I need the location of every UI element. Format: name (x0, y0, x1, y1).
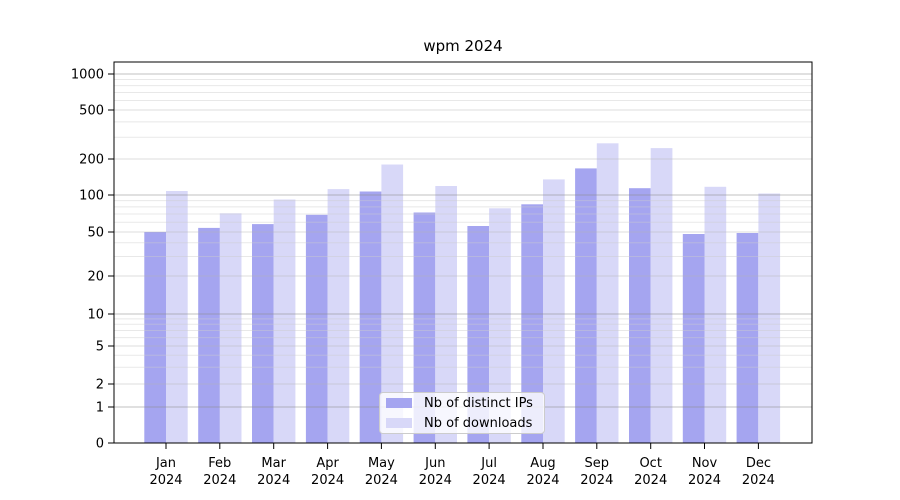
bar-downloads-sep (596, 143, 619, 444)
x-tick-label-year: 2024 (257, 473, 290, 488)
chart-title: wpm 2024 (423, 37, 503, 55)
x-tick-label-year: 2024 (580, 473, 613, 488)
bar-distinct-ips-feb (198, 227, 220, 443)
x-tick-label-year: 2024 (742, 473, 775, 488)
bar-distinct-ips-nov (682, 234, 705, 443)
x-tick-label-year: 2024 (526, 473, 559, 488)
bar-downloads-dec (758, 193, 781, 443)
x-tick-label-month: Mar (261, 456, 286, 471)
x-tick-label-month: Apr (316, 456, 339, 471)
x-tick-label-month: Jan (155, 456, 176, 471)
bar-downloads-aug (543, 179, 565, 443)
y-tick-label: 10 (87, 308, 104, 323)
x-tick-label-month: Nov (692, 456, 718, 471)
legend-swatch-downloads (386, 418, 412, 428)
bar-distinct-ips-oct (629, 188, 651, 443)
y-tick-label: 500 (79, 104, 104, 119)
x-tick-label-month: Sep (585, 456, 610, 471)
bar-distinct-ips-jun (413, 212, 436, 443)
x-tick-label-month: Jul (480, 456, 497, 471)
x-tick-label-year: 2024 (149, 473, 182, 488)
y-tick-label: 200 (79, 153, 104, 168)
y-tick-label: 1 (96, 401, 104, 416)
bar-downloads-mar (273, 199, 296, 443)
legend: Nb of distinct IPs Nb of downloads (379, 392, 545, 434)
x-tick-label-month: Feb (208, 456, 231, 471)
bar-distinct-ips-may (359, 191, 382, 443)
legend-label-downloads: Nb of downloads (424, 415, 533, 431)
x-tick-label-month: Aug (530, 456, 555, 471)
y-tick-label: 5 (96, 340, 104, 355)
bar-distinct-ips-sep (575, 168, 597, 443)
bar-downloads-nov (704, 186, 727, 444)
y-tick-label: 0 (96, 437, 104, 452)
x-tick-label-month: Jun (424, 456, 445, 471)
x-tick-label-month: Dec (746, 456, 771, 471)
x-tick-label-year: 2024 (203, 473, 236, 488)
bar-distinct-ips-mar (252, 224, 274, 443)
bar-distinct-ips-jul (467, 226, 490, 443)
bar-downloads-may (381, 164, 404, 443)
bar-distinct-ips-apr (305, 214, 328, 443)
legend-swatch-distinct-ips (386, 398, 412, 408)
y-tick-label: 1000 (71, 68, 104, 83)
y-tick-label: 100 (79, 189, 104, 204)
y-tick-label: 50 (87, 226, 104, 241)
x-tick-label-year: 2024 (419, 473, 452, 488)
x-tick-label-month: Oct (639, 456, 661, 471)
plot-border (113, 61, 813, 444)
x-tick-label-year: 2024 (473, 473, 506, 488)
bar-downloads-jan (166, 191, 188, 443)
legend-item-distinct-ips: Nb of distinct IPs (386, 396, 544, 411)
y-tick-label: 2 (96, 378, 104, 393)
x-tick-label-year: 2024 (688, 473, 721, 488)
legend-label-distinct-ips: Nb of distinct IPs (424, 395, 533, 411)
bar-downloads-oct (650, 148, 673, 443)
x-tick-label-year: 2024 (365, 473, 398, 488)
bar-downloads-jul (489, 208, 511, 443)
bar-distinct-ips-dec (736, 233, 759, 443)
x-tick-label-year: 2024 (634, 473, 667, 488)
y-tick-label: 20 (87, 270, 104, 285)
bar-distinct-ips-jan (144, 232, 166, 443)
bar-downloads-apr (327, 189, 350, 443)
bar-downloads-feb (219, 213, 242, 443)
x-tick-label-year: 2024 (311, 473, 344, 488)
bar-distinct-ips-aug (521, 204, 543, 443)
legend-item-downloads: Nb of downloads (386, 416, 544, 431)
x-tick-label-month: May (368, 456, 395, 471)
